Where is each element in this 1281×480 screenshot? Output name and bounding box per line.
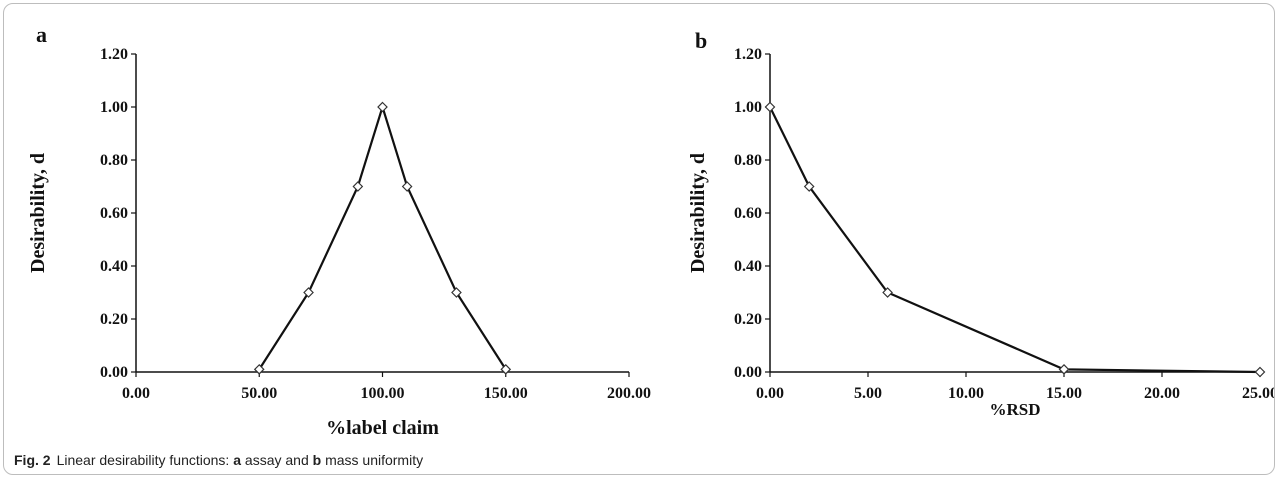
- y-tick-label: 1.00: [734, 99, 762, 116]
- y-axis-label: Desirability, d: [687, 153, 709, 273]
- y-tick-label: 0.00: [100, 364, 128, 381]
- data-point-marker: [451, 287, 462, 298]
- y-tick-label: 0.20: [734, 311, 762, 328]
- x-tick-label: 100.00: [361, 385, 405, 402]
- series-line: [769, 106, 1261, 374]
- panel-label-b: b: [695, 28, 707, 53]
- data-point-marker: [253, 364, 265, 375]
- x-tick-label: 15.00: [1046, 385, 1082, 402]
- caption-text-1: Linear desirability functions:: [56, 452, 234, 468]
- x-tick-label: 0.00: [122, 385, 150, 402]
- y-tick-label: 1.20: [100, 46, 128, 63]
- y-tick-label: 0.80: [734, 152, 762, 169]
- data-point-marker: [303, 287, 314, 298]
- caption-figure-number: Fig. 2: [14, 452, 51, 468]
- caption-text-3: mass uniformity: [321, 452, 424, 468]
- x-tick-label: 10.00: [948, 385, 984, 402]
- x-axis-label: %RSD: [989, 400, 1040, 419]
- x-tick-label: 200.00: [607, 385, 651, 402]
- y-tick-label: 0.60: [734, 205, 762, 222]
- chart-panel-b: 0.00 0.20 0.40 0.60 0.80 1.00 1.20 0.00 5.00 10.0…: [687, 28, 1274, 419]
- caption-bold-b: b: [312, 452, 322, 468]
- data-point-marker: [377, 101, 388, 113]
- data-point-marker: [1058, 364, 1070, 375]
- figure-caption: Fig. 2 Linear desirability functions: a a…: [14, 452, 423, 468]
- data-point-marker: [803, 181, 815, 192]
- x-tick-label: 25.00: [1242, 385, 1274, 402]
- x-tick-label: 50.00: [241, 385, 277, 402]
- data-point-marker: [352, 181, 364, 192]
- y-tick-label: 0.80: [100, 152, 128, 169]
- y-tick-label: 0.40: [100, 258, 128, 275]
- panel-label-a: a: [36, 22, 47, 47]
- data-point-marker: [1254, 366, 1266, 378]
- x-tick-label: 5.00: [854, 385, 882, 402]
- data-point-marker: [882, 287, 893, 298]
- x-tick-label: 150.00: [484, 385, 528, 402]
- data-point-marker: [500, 364, 512, 375]
- chart-panel-a: 0.00 0.20 0.40 0.60 0.80 1.00 1.20 0.00 50.00 100…: [27, 22, 651, 439]
- y-tick-label: 0.60: [100, 205, 128, 222]
- x-tick-label: 0.00: [756, 385, 784, 402]
- caption-text-2: assay and: [241, 452, 313, 468]
- figure-panel: 0.00 0.20 0.40 0.60 0.80 1.00 1.20 0.00 50.00 100…: [3, 3, 1275, 475]
- x-axis-label: %label claim: [326, 417, 439, 439]
- x-tick-label: 20.00: [1144, 385, 1180, 402]
- data-point-marker: [764, 101, 776, 113]
- series-line: [258, 103, 507, 370]
- caption-bold-a: a: [233, 452, 242, 468]
- y-tick-label: 0.00: [734, 364, 762, 381]
- y-tick-label: 0.40: [734, 258, 762, 275]
- data-point-marker: [401, 181, 413, 192]
- y-tick-label: 1.20: [734, 46, 762, 63]
- y-tick-label: 1.00: [100, 99, 128, 116]
- chart-area: 0.00 0.20 0.40 0.60 0.80 1.00 1.20 0.00 50.00 100…: [27, 22, 1274, 439]
- y-tick-label: 0.20: [100, 311, 128, 328]
- y-axis-label: Desirability, d: [27, 153, 49, 273]
